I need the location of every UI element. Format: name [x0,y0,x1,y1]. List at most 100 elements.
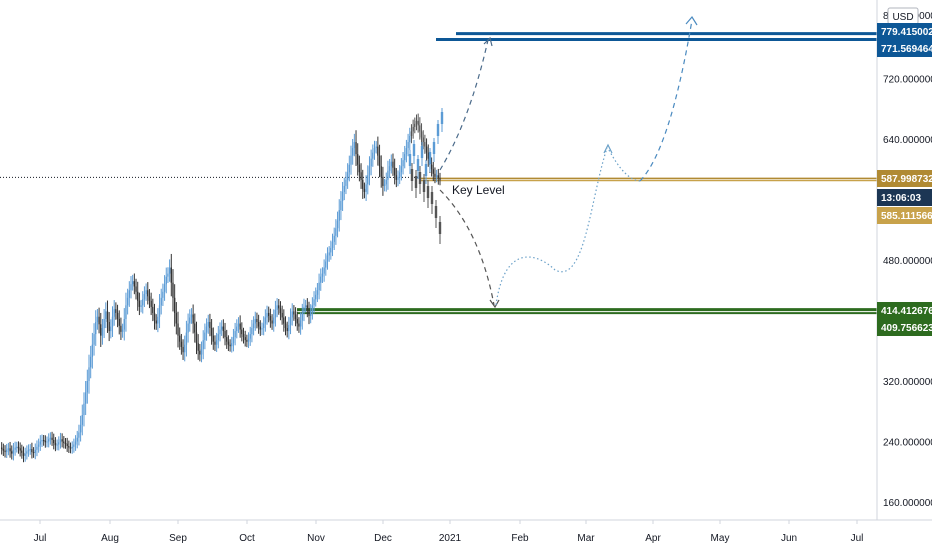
candle-body [14,447,16,450]
candle-body [95,322,97,335]
candle-body [432,169,434,174]
candle-body [56,444,58,446]
candle-body [192,314,194,324]
candle-body [0,447,3,450]
candle-body [419,125,421,132]
candle-body [157,316,159,324]
y-tick-label: 480.000000 [883,256,932,267]
candle-body [145,290,147,295]
candle-body [205,326,208,333]
candle-body [420,146,424,158]
candle-body [257,322,260,327]
candle-body [414,176,418,188]
candle-body [434,173,436,177]
candle-body [105,311,107,319]
candle-body [246,340,248,342]
candle-body [367,175,369,185]
candle-body [234,331,236,338]
candle-body [16,446,18,448]
candle-body [410,169,414,181]
candle-body [93,334,95,345]
y-tick-label: 240.000000 [883,438,932,449]
projection-dotted-rally [495,147,608,306]
candle-body [336,220,339,229]
projection-dotted-retest [608,149,641,182]
candle-body [204,332,206,341]
candle-body [100,324,102,336]
candle-body [116,312,119,319]
candle-body [175,312,178,324]
arrow-head-icon [483,36,493,47]
candle-body [296,318,298,324]
candle-body [404,154,406,161]
candle-body [162,291,164,298]
candle-body [397,176,399,180]
candle-body [147,290,149,297]
candle-body [163,284,166,292]
candle-body [236,326,238,332]
x-tick-label: Apr [645,533,661,544]
y-tick-label: 720.000000 [883,75,932,86]
candle-body [430,164,433,170]
candle-body [318,282,320,291]
x-tick-label: Dec [374,533,392,544]
candle-body [231,343,233,347]
candle-body [113,309,115,317]
candle-body [229,344,231,347]
candle-body [378,155,381,167]
price-axis[interactable]: 800.000000720.000000640.000000480.000000… [876,0,932,520]
candle-body [73,444,75,447]
candle-body [69,447,72,449]
candle-body [237,323,240,327]
candle-body [98,316,100,325]
candle-body [242,334,245,338]
candle-body [345,179,347,186]
candle-body [343,185,345,192]
candle-body [415,120,418,124]
candle-body [133,281,136,287]
candle-body [289,317,292,326]
candle-body [222,326,225,332]
candle-body [432,142,436,154]
candle-body [197,343,199,351]
x-tick-label: Mar [577,533,595,544]
candle-body [184,344,186,353]
arrow-head-icon [685,15,698,26]
candle-body [48,439,50,442]
candle-body [360,172,362,180]
candle-body [303,306,305,313]
candle-body [417,120,419,126]
candle-body [106,311,109,323]
candle-body [387,170,389,180]
candle-body [148,296,151,301]
candle-body [251,328,253,335]
candle-body [341,191,344,202]
price-tags: 779.415002 771.569464 587.998732 13:06:03 58… [877,23,932,336]
candle-body [58,442,60,445]
x-tick-label: Jul [851,533,864,544]
candle-body [207,322,209,327]
candle-body [121,329,124,332]
candle-body [301,312,303,321]
time-axis[interactable]: Jul Aug Sep Oct Nov Dec 2021 Feb Mar Apr May Jun Jul [0,519,932,544]
candle-body [358,164,361,173]
candle-body [142,299,144,306]
price-tag-label: 779.415002 [881,27,932,38]
candle-body [323,267,325,274]
candle-body [281,312,283,318]
candle-body [420,131,423,138]
candle-body [402,160,404,167]
x-tick-label: Jun [781,533,797,544]
candle-body [276,305,278,310]
candle-body [172,282,174,298]
candle-body [434,206,438,218]
candle-body [351,148,354,156]
candle-body [244,337,246,341]
candle-body [355,142,357,155]
candle-body [362,179,364,189]
price-tag [877,189,932,206]
candle-body [284,323,287,329]
candle-body [19,448,21,451]
candle-body [298,323,300,327]
